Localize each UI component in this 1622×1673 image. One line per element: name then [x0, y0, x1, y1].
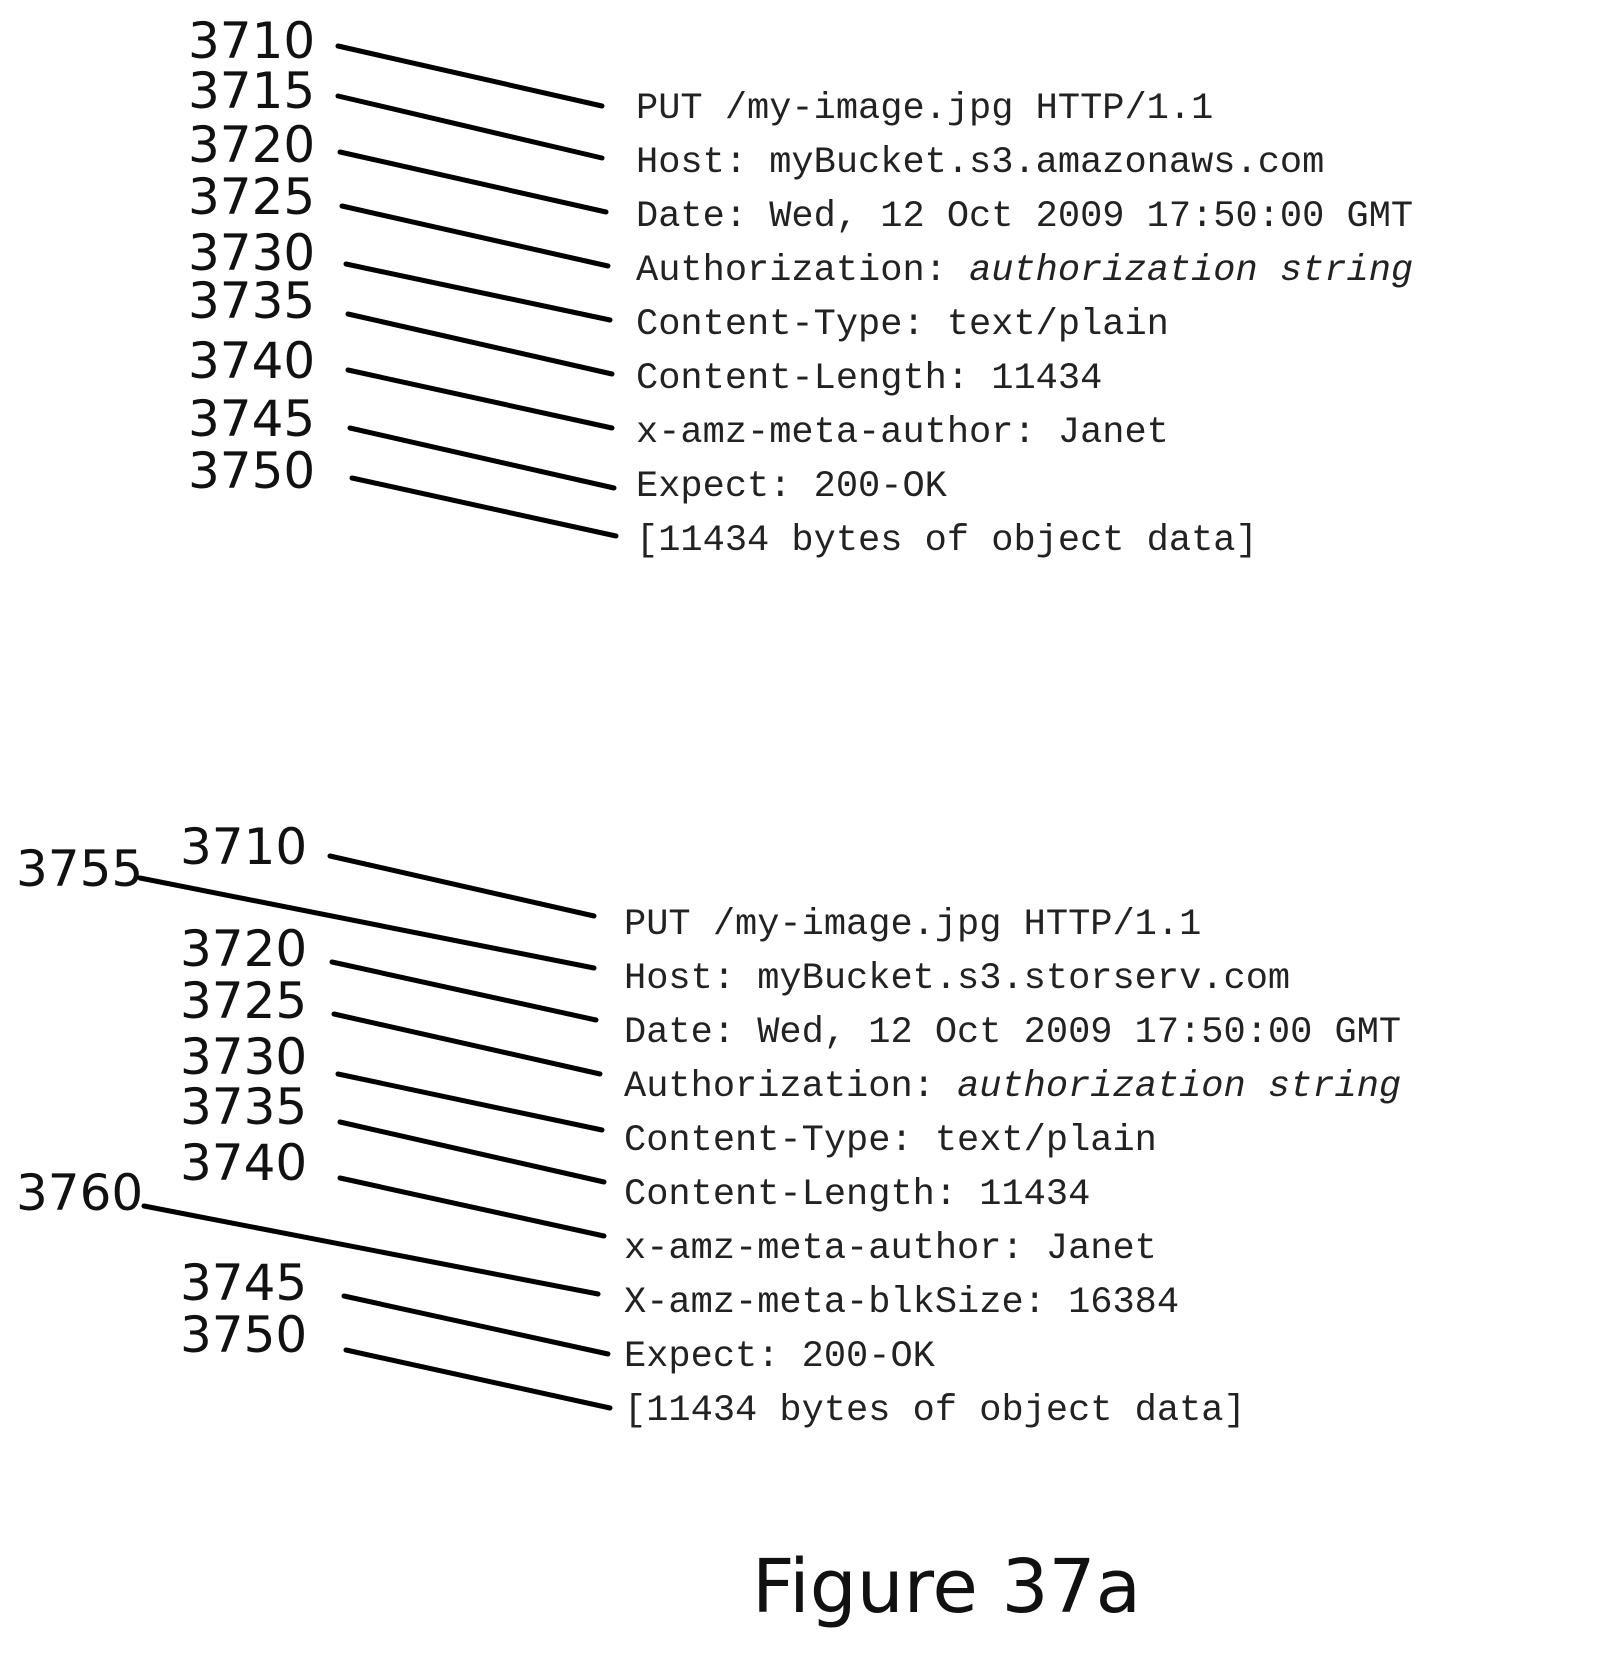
leader-line	[332, 962, 596, 1020]
leader-line	[342, 206, 608, 266]
header-value-placeholder: authorization string	[957, 1066, 1401, 1108]
http-header-host: Host: myBucket.s3.storserv.com	[624, 958, 1290, 1000]
ref-numeral: 3720	[188, 116, 315, 174]
leader-line	[340, 1122, 604, 1182]
ref-numeral: 3715	[188, 62, 315, 120]
leader-line	[338, 1074, 602, 1130]
leader-line	[346, 1350, 610, 1408]
ref-numeral: 3740	[180, 1134, 307, 1192]
http-header-date: Date: Wed, 12 Oct 2009 17:50:00 GMT	[636, 196, 1413, 238]
ref-numeral: 3735	[180, 1078, 307, 1136]
ref-numeral: 3755	[16, 840, 143, 898]
ref-numeral: 3750	[180, 1306, 307, 1364]
leader-line	[338, 96, 602, 158]
http-header-meta-author: x-amz-meta-author: Janet	[636, 412, 1169, 454]
leader-line	[334, 1014, 600, 1074]
http-header-expect: Expect: 200-OK	[636, 466, 948, 508]
header-value-placeholder: authorization string	[969, 250, 1413, 292]
ref-numeral: 3735	[188, 272, 315, 330]
ref-numeral: 3750	[188, 442, 315, 500]
figure-caption: Figure 37a	[752, 1544, 1141, 1630]
leader-line	[340, 152, 606, 212]
http-header-authorization: Authorization: authorization string	[636, 250, 1413, 292]
leader-line	[340, 1178, 604, 1236]
leader-line	[348, 314, 612, 374]
leader-line	[344, 1296, 608, 1354]
http-request-line: PUT /my-image.jpg HTTP/1.1	[624, 904, 1201, 946]
leader-line	[348, 370, 612, 428]
http-body-data: [11434 bytes of object data]	[636, 520, 1258, 562]
http-header-content-length: Content-Length: 11434	[624, 1174, 1090, 1216]
http-header-date: Date: Wed, 12 Oct 2009 17:50:00 GMT	[624, 1012, 1401, 1054]
ref-numeral: 3720	[180, 920, 307, 978]
ref-numeral: 3725	[180, 972, 307, 1030]
http-header-meta-blksize: X-amz-meta-blkSize: 16384	[624, 1282, 1179, 1324]
ref-numeral: 3760	[16, 1164, 143, 1222]
ref-numeral: 3710	[180, 818, 307, 876]
http-header-expect: Expect: 200-OK	[624, 1336, 936, 1378]
http-header-authorization: Authorization: authorization string	[624, 1066, 1401, 1108]
header-key: Authorization:	[624, 1066, 957, 1108]
http-header-content-type: Content-Type: text/plain	[636, 304, 1169, 346]
leader-line	[352, 478, 616, 536]
http-header-content-length: Content-Length: 11434	[636, 358, 1102, 400]
ref-numeral: 3745	[188, 390, 315, 448]
request-panel-original: 3710 3715 3720 3725 3730 3735 3740 3745 …	[188, 12, 1413, 562]
ref-numeral: 3725	[188, 168, 315, 226]
leader-line	[350, 428, 614, 488]
header-key: Authorization:	[636, 250, 969, 292]
http-header-host: Host: myBucket.s3.amazonaws.com	[636, 142, 1324, 184]
http-header-content-type: Content-Type: text/plain	[624, 1120, 1157, 1162]
ref-numeral: 3740	[188, 332, 315, 390]
leader-line	[346, 264, 610, 320]
ref-numeral: 3745	[180, 1254, 307, 1312]
http-header-meta-author: x-amz-meta-author: Janet	[624, 1228, 1157, 1270]
leader-line	[338, 46, 602, 106]
http-body-data: [11434 bytes of object data]	[624, 1390, 1246, 1432]
http-request-line: PUT /my-image.jpg HTTP/1.1	[636, 88, 1213, 130]
request-panel-modified: 3710 3755 3720 3725 3730 3735 3740 3760 …	[16, 818, 1401, 1432]
leader-line	[330, 856, 594, 916]
